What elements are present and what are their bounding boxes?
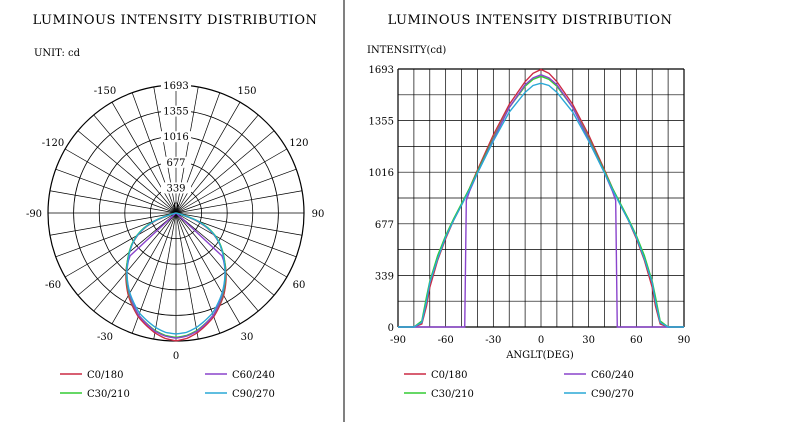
radial-tick-bg [161,156,191,168]
polar-spoke [175,148,288,214]
polar-spoke [77,130,177,214]
polar-spoke [111,101,177,214]
cartesian-panel: LUMINOUS INTENSITY DISTRIBUTION INTENSIT… [367,13,690,361]
x-tick-label: -90 [390,335,406,346]
legend-label-c30-210: C30/210 [431,389,474,400]
polar-spoke [111,212,177,325]
polar-spoke [49,190,177,214]
x-tick-label: -30 [485,335,501,346]
cartesian-curves [398,68,684,328]
y-tick-label: 1693 [369,65,394,76]
radial-tick-bg [161,80,191,91]
polar-angle-label: 150 [237,86,256,97]
polar-spoke [175,212,199,340]
polar-curves [125,212,227,342]
cartesian-ylabel: INTENSITY(cd) [367,45,446,56]
x-tick-label: 90 [678,335,691,346]
radial-tick-bg [161,105,191,117]
polar-spoke [49,212,177,236]
polar-spoke [175,212,241,325]
polar-spoke [64,148,177,214]
polar-spoke [175,101,241,214]
polar-spoke [77,212,177,296]
polar-angle-label: -120 [42,138,64,149]
polar-spoke [175,114,259,214]
polar-angle-label: -90 [26,209,42,220]
polar-angle-label: 30 [241,332,254,343]
polar-angle-label: 120 [289,138,308,149]
polar-spoke [175,212,288,278]
polar-panel: LUMINOUS INTENSITY DISTRIBUTION UNIT: cd… [26,13,324,362]
legend-label-c60-240: C60/240 [232,370,275,381]
polar-spoke [175,212,259,312]
radial-tick-label: 1016 [163,132,188,143]
polar-spoke [93,212,177,312]
radial-tick-bg [161,182,191,194]
radial-tick-label: 677 [166,158,185,169]
x-tick-label: -60 [438,335,454,346]
polar-unit: UNIT: cd [34,48,81,59]
y-tick-label: 677 [375,220,394,231]
radial-tick-bg [161,131,191,143]
legend-label-c90-270: C90/270 [232,389,275,400]
polar-angle-label: 0 [173,351,179,362]
x-tick-label: 30 [582,335,595,346]
legend-label-c30-210: C30/210 [87,389,130,400]
radial-tick-label: 1355 [163,107,188,118]
polar-spoke [175,190,303,214]
legend-label-c60-240: C60/240 [591,370,634,381]
polar-angle-label: -60 [45,280,61,291]
x-tick-label: 0 [538,335,544,346]
y-tick-label: 1016 [369,168,394,179]
polar-angle-label: 90 [312,209,325,220]
legend-label-c0-180: C0/180 [431,370,467,381]
cartesian-series-c90-270 [398,82,684,328]
polar-spoke [64,212,177,278]
polar-spoke [93,114,177,214]
radial-tick-label: 1693 [163,81,188,92]
cartesian-series-c30-210 [398,75,684,328]
polar-series-c90-270 [126,212,226,335]
polar-spoke [175,212,303,236]
polar-center-label: 0 [173,202,179,213]
y-tick-label: 339 [375,271,394,282]
polar-angle-label: 60 [293,280,306,291]
polar-spoke [153,212,177,340]
x-tick-label: 60 [630,335,643,346]
legend-label-c90-270: C90/270 [591,389,634,400]
y-tick-label: 0 [388,323,394,334]
polar-spoke [55,168,177,214]
polar-angle-label: -30 [97,332,113,343]
cartesian-ticks: 0 339 677 1016 1355 1693 -90 -60 -30 0 30 60 90 [369,65,691,346]
polar-angle-label: -150 [94,86,116,97]
polar-labels: 339 677 1016 1355 1693 0 -150 150 -120 120 -90 90 -6… [26,80,324,362]
legend-left: C0/180 C60/240 C30/210 C90/270 [60,370,275,400]
polar-title: LUMINOUS INTENSITY DISTRIBUTION [33,13,318,28]
cartesian-xlabel: ANGLT(DEG) [505,350,574,361]
cartesian-title: LUMINOUS INTENSITY DISTRIBUTION [388,13,673,28]
y-tick-label: 1355 [369,117,394,128]
polar-spoke [175,212,275,296]
legend-label-c0-180: C0/180 [87,370,123,381]
cartesian-grid [397,68,685,328]
cartesian-series-c60-240 [398,74,684,328]
legend-right: C0/180 C60/240 C30/210 C90/270 [404,370,634,400]
polar-spoke [175,168,297,214]
radial-tick-label: 339 [166,183,185,194]
polar-spoke [175,130,275,214]
